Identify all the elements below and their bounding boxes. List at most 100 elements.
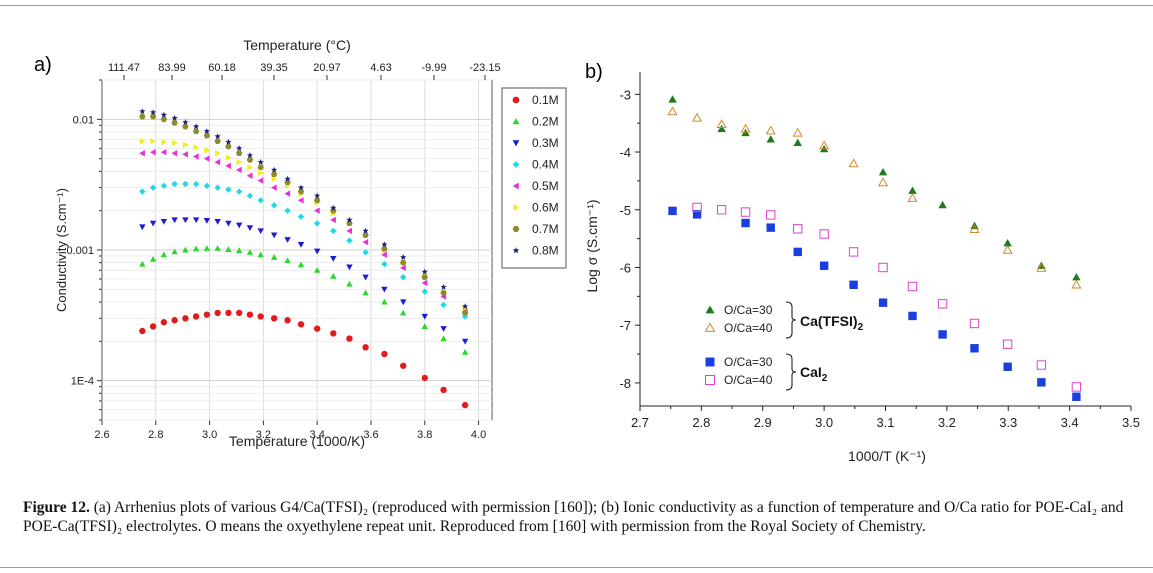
panel-a-point-0.5M [257, 177, 264, 184]
panel-a-point-0.8M [160, 111, 167, 118]
panel-a-x-axis-title: Temperature (1000/K) [229, 433, 365, 449]
panel-a-legend-label: 0.1M [532, 93, 559, 107]
panel-a-point-0.4M [214, 184, 221, 191]
panel-a-point-0.6M [247, 164, 254, 171]
panel-b-point-O/Ca=40 [1036, 262, 1047, 272]
panel-a-point-0.4M [160, 182, 168, 189]
panel-a-point-0.2M [346, 280, 353, 287]
panel-a-point-0.8M [381, 241, 388, 248]
panel-a-point-0.4M [440, 301, 447, 309]
panel-a-y-tick-label: 1E-4 [71, 376, 94, 388]
panel-a-point-0.7M [160, 116, 168, 123]
panel-b-legend-label: O/Ca=40 [724, 373, 773, 387]
panel-a-point-0.2M [182, 246, 189, 253]
panel-a-point-0.4M [182, 180, 189, 188]
panel-a-legend-label: 0.2M [532, 115, 559, 129]
panel-a-point-0.1M [421, 374, 428, 382]
panel-a-point-0.8M [440, 283, 447, 290]
panel-a-y-axis-title: Conductivity (S.cm⁻¹) [54, 188, 69, 312]
panel-a-point-0.7M [182, 123, 189, 130]
panel-b-point-O/Ca=40 [907, 281, 918, 292]
panel-b-point-O/Ca=40 [969, 224, 980, 234]
panel-a-point-0.3M [149, 220, 157, 227]
figure-caption: Figure 12. (a) Arrhenius plots of variou… [23, 498, 1133, 536]
panel-a-point-0.2M [440, 335, 447, 342]
panel-a-point-0.5M [203, 155, 210, 162]
panel-b-point-O/Ca=40 [765, 125, 776, 135]
panel-a-point-0.6M [225, 154, 232, 161]
panel-a-point-0.5M [192, 153, 199, 160]
panel-b-point-O/Ca=30 [1037, 378, 1046, 387]
panel-a-point-0.2M [203, 245, 211, 251]
panel-a-point-0.7M [192, 128, 200, 135]
panel-b-point-O/Ca=30 [938, 200, 947, 209]
panel-a-point-0.1M [225, 309, 232, 317]
panel-a-point-0.7M [330, 207, 337, 214]
panel-a-point-0.3M [270, 232, 278, 239]
panel-a-point-0.7M [235, 150, 243, 157]
panel-b-point-O/Ca=40 [907, 193, 918, 202]
panel-a-x2-tick-label: 83.99 [158, 62, 186, 74]
panel-a-legend-label: 0.7M [532, 222, 559, 236]
panel-b-point-O/Ca=30 [741, 218, 750, 228]
panel-a-legend-marker [513, 204, 520, 211]
panel-a-point-0.4M [313, 220, 321, 227]
panel-a-point-0.1M [381, 350, 388, 358]
panel-a-point-0.4M [400, 273, 407, 281]
panel-a-point-0.5M [284, 190, 291, 197]
panel-a-point-0.4M [171, 180, 178, 188]
panel-a-point-0.2M [225, 246, 232, 252]
panel-a-point-0.1M [192, 313, 200, 320]
panel-b-y-tick-label: -6 [619, 260, 631, 275]
panel-b-legend-brace-tfsi [785, 301, 797, 339]
panel-a-point-0.4M [225, 186, 232, 193]
panel-a-point-0.6M [215, 150, 221, 157]
panel-a-point-0.1M [182, 315, 189, 322]
panel-a-point-0.5M [400, 264, 406, 272]
panel-a-point-0.3M [192, 217, 200, 224]
panel-a-point-0.2M [246, 249, 254, 255]
panel-b-x-tick-label: 2.9 [754, 415, 772, 430]
panel-b-point-O/Ca=40 [716, 205, 727, 215]
panel-a-x2-tick-label: 111.47 [108, 62, 140, 74]
panel-b-legend-marker [705, 305, 715, 314]
panel-a-legend [501, 87, 567, 269]
panel-a-y-tick-label: 0.01 [73, 114, 94, 126]
panel-a-point-0.8M [214, 133, 221, 140]
panel-b-y-tick-label: -4 [619, 145, 631, 160]
panel-a-point-0.8M [421, 268, 428, 275]
panel-a-point-0.2M [160, 251, 168, 258]
panel-a-x2-tick-label: 4.63 [370, 62, 391, 74]
panel-a-point-0.5M [362, 238, 369, 246]
panel-a-legend-marker [512, 247, 520, 254]
panel-a-point-0.3M [362, 274, 369, 281]
panel-b-y-tick-label: -7 [619, 318, 631, 333]
panel-a-point-0.4M [139, 188, 146, 195]
panel-b-legend-marker [705, 357, 715, 367]
panel-a-point-0.7M [139, 113, 146, 120]
panel-a-point-0.3M [297, 242, 305, 248]
panel-b-label: b) [585, 61, 603, 83]
panel-a-x-tick-label: 3.4 [310, 429, 325, 441]
panel-a-point-0.1M [297, 321, 305, 328]
panel-b-point-O/Ca=40 [848, 158, 859, 168]
panel-a-point-0.7M [171, 120, 178, 126]
panel-b-point-O/Ca=30 [1072, 392, 1081, 401]
panel-a-point-0.1M [203, 311, 211, 318]
panel-a-point-0.5M [330, 216, 336, 224]
panel-a-point-0.1M [257, 313, 264, 320]
panel-a-point-0.3M [246, 225, 254, 231]
panel-a-point-0.7M [421, 274, 428, 280]
panel-a-point-0.3M [440, 326, 447, 332]
panel-b-point-O/Ca=40 [793, 224, 803, 234]
panel-a-point-0.3M [171, 217, 178, 224]
panel-b-y-axis-title: Log σ (S.cm⁻¹) [584, 199, 600, 292]
panel-a-point-0.8M [297, 184, 305, 191]
panel-a-point-0.1M [400, 362, 407, 369]
panel-b-point-O/Ca=30 [717, 124, 726, 133]
panel-a-point-0.6M [193, 144, 200, 151]
panel-a-point-0.3M [214, 219, 221, 225]
panel-b-point-O/Ca=40 [1002, 244, 1013, 254]
panel-a-point-0.1M [139, 327, 146, 335]
panel-a-point-0.2M [400, 309, 407, 316]
